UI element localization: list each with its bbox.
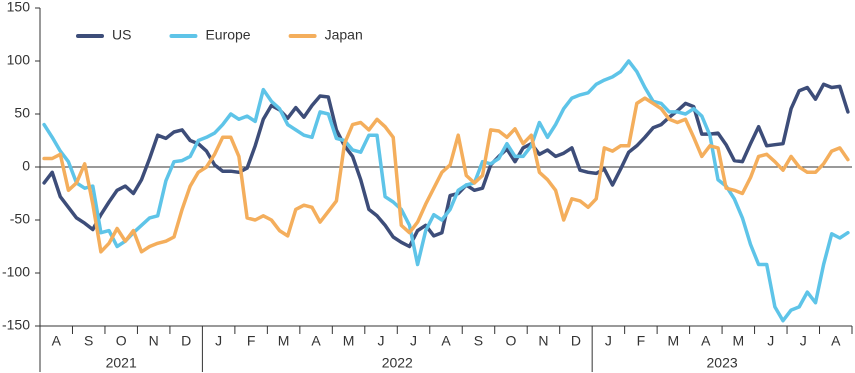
year-label: 2023: [707, 355, 738, 371]
x-tick-label: M: [732, 333, 744, 349]
x-tick-label: J: [410, 333, 417, 349]
x-tick-label: A: [52, 333, 62, 349]
x-tick-label: J: [378, 333, 385, 349]
y-tick-label: -100: [2, 264, 30, 280]
x-tick-label: M: [343, 333, 355, 349]
y-tick-label: -50: [10, 211, 30, 227]
y-tick-label: 150: [7, 0, 31, 15]
x-tick-label: D: [181, 333, 191, 349]
x-tick-label: O: [116, 333, 127, 349]
x-tick-label: J: [767, 333, 774, 349]
x-tick-label: S: [474, 333, 483, 349]
series-line: [42, 96, 850, 254]
x-tick-label: F: [637, 333, 646, 349]
x-tick-label: A: [831, 333, 841, 349]
legend-label: Japan: [325, 27, 363, 43]
series-line: [42, 59, 850, 323]
x-tick-label: J: [605, 333, 612, 349]
x-tick-label: N: [538, 333, 548, 349]
year-label: 2021: [106, 355, 137, 371]
y-tick-label: 100: [7, 52, 31, 68]
legend-label: US: [112, 27, 131, 43]
y-tick-label: 0: [22, 158, 30, 174]
x-tick-label: J: [215, 333, 222, 349]
x-tick-label: M: [668, 333, 680, 349]
y-tick-label: 50: [14, 105, 30, 121]
x-tick-label: M: [278, 333, 290, 349]
x-tick-label: A: [311, 333, 321, 349]
x-tick-label: D: [571, 333, 581, 349]
y-tick-label: -150: [2, 317, 30, 333]
x-tick-label: A: [701, 333, 711, 349]
x-tick-label: J: [800, 333, 807, 349]
x-tick-label: A: [441, 333, 451, 349]
legend-label: Europe: [205, 27, 250, 43]
x-tick-label: S: [84, 333, 93, 349]
x-tick-label: O: [506, 333, 517, 349]
series-line: [42, 82, 850, 249]
year-label: 2022: [382, 355, 413, 371]
x-tick-label: N: [149, 333, 159, 349]
x-tick-label: F: [247, 333, 256, 349]
